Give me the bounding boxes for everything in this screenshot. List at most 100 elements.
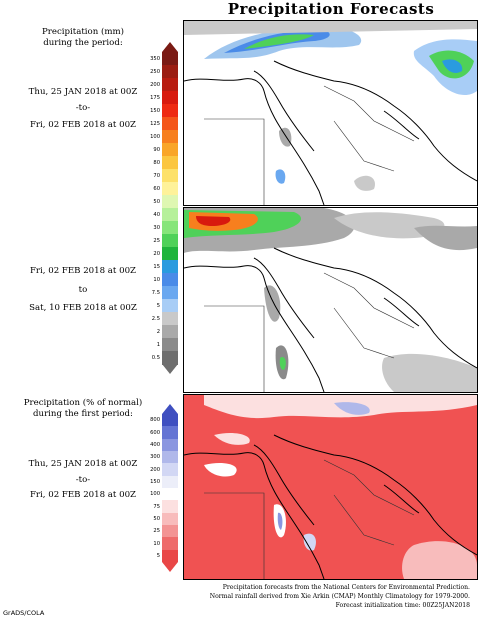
scale-pct-label: 800: [150, 417, 160, 424]
scale-mm-swatch: [162, 338, 178, 352]
scale-mm-label: 30: [153, 224, 160, 231]
scale-pct-swatch: [162, 500, 178, 514]
scale-mm-swatch: [162, 312, 178, 326]
scale-pct-swatch: [162, 549, 178, 563]
scale-mm-swatch: [162, 221, 178, 235]
scale-pct-label: 100: [150, 491, 160, 498]
scale-mm-label: 20: [153, 250, 160, 257]
panel2-start: Fri, 02 FEB 2018 at 00Z: [29, 266, 137, 276]
page-title: Precipitation Forecasts: [227, 0, 435, 18]
panel1-sep: -to-: [75, 103, 91, 113]
scale-mm-label: 15: [153, 263, 160, 270]
scale-pct-swatch: [162, 438, 178, 452]
scale-mm-label: 0.5: [151, 354, 160, 361]
scale-pct-label: 150: [150, 478, 160, 485]
scale-mm-swatch: [162, 91, 178, 105]
precip-pct-color-scale: 800 600 400 300 200 150 100 75 50 25 10 5: [150, 404, 178, 572]
scale-mm-label: 5: [156, 302, 160, 309]
panel2-sep: to: [78, 285, 88, 295]
credits-line2: Normal rainfall derived from Xie Arkin (…: [209, 593, 470, 600]
scale-mm-label: 100: [150, 133, 160, 140]
scale-mm-swatch: [162, 65, 178, 79]
scale-pct-top-arrow: [162, 404, 178, 414]
scale-pct-swatch: [162, 537, 178, 551]
scale-mm-swatch: [162, 104, 178, 118]
panel1-end: Fri, 02 FEB 2018 at 00Z: [29, 120, 137, 130]
panel1-heading-line1: Precipitation (mm): [41, 27, 124, 37]
map-panel-period1: [183, 20, 478, 206]
map-panel-percent-normal: [183, 394, 478, 580]
pct-blobs: [204, 395, 477, 579]
scale-mm-swatch: [162, 117, 178, 131]
panel3-heading-line1: Precipitation (% of normal): [23, 398, 143, 408]
scale-mm-label: 10: [153, 276, 160, 283]
scale-mm-label: 150: [150, 107, 160, 114]
scale-mm-label: 1: [156, 341, 160, 348]
scale-pct-label: 600: [150, 429, 160, 436]
panel1-heading-line2: during the period:: [43, 38, 123, 48]
scale-mm-label: 40: [153, 211, 160, 218]
coastlines: [184, 434, 477, 579]
panel1-heading: Precipitation (mm) during the period:: [8, 27, 158, 49]
scale-pct-swatch: [162, 525, 178, 538]
scale-pct-label: 300: [150, 454, 160, 461]
scale-mm-label: 350: [150, 55, 160, 62]
coastlines: [184, 60, 477, 205]
scale-mm-swatch: [162, 351, 178, 365]
scale-mm-label: 25: [153, 237, 160, 244]
credits: Precipitation forecasts from the Nationa…: [140, 583, 470, 610]
scale-pct-swatch: [162, 463, 178, 477]
scale-mm-label: 80: [153, 159, 160, 166]
credits-line3: Forecast initialization time: 00Z25JAN20…: [335, 602, 470, 609]
scale-mm-swatch: [162, 130, 178, 144]
scale-mm-swatch: [162, 260, 178, 274]
panel3-end: Fri, 02 FEB 2018 at 00Z: [29, 490, 137, 500]
scale-pct-swatch: [162, 451, 178, 464]
credits-line1: Precipitation forecasts from the Nationa…: [222, 584, 470, 591]
scale-mm-swatch: [162, 208, 178, 222]
scale-mm-label: 7.5: [151, 289, 160, 296]
scale-pct-label: 5: [156, 552, 160, 559]
scale-mm-label: 125: [150, 120, 160, 127]
precip-mm-color-scale: 350 250 200 175 150 125 100 90 80 70 60 50 40 30 25 20 1…: [150, 42, 178, 374]
scale-pct-swatch: [162, 488, 178, 501]
scale-mm-swatch: [162, 195, 178, 209]
scale-pct-swatch: [162, 475, 178, 489]
scale-mm-top-arrow: [162, 42, 178, 52]
political-borders: [204, 272, 415, 392]
scale-pct-label: 200: [150, 466, 160, 473]
panel2-end: Sat, 10 FEB 2018 at 00Z: [29, 303, 137, 313]
panel3-heading-line2: during the first period:: [33, 409, 133, 419]
scale-mm-label: 200: [150, 81, 160, 88]
scale-mm-swatch: [162, 182, 178, 196]
scale-mm-label: 60: [153, 185, 160, 192]
panel1-start: Thu, 25 JAN 2018 at 00Z: [28, 87, 138, 97]
scale-pct-label: 400: [150, 441, 160, 448]
scale-mm-label: 90: [153, 146, 160, 153]
precip-blobs: [184, 208, 477, 392]
scale-mm-swatch: [162, 247, 178, 261]
scale-mm-label: 2: [156, 328, 160, 335]
scale-mm-label: 70: [153, 172, 160, 179]
scale-mm-swatch: [162, 143, 178, 157]
scale-pct-label: 10: [153, 540, 160, 547]
scale-pct-swatch: [162, 426, 178, 440]
grads-logo-text: GrADS/COLA: [3, 609, 45, 617]
scale-mm-swatch: [162, 156, 178, 170]
scale-pct-label: 25: [153, 528, 160, 535]
precip-blobs: [184, 21, 477, 191]
scale-pct-swatch: [162, 512, 178, 526]
scale-mm-swatch: [162, 325, 178, 339]
scale-mm-swatch: [162, 78, 178, 92]
scale-mm-swatch: [162, 234, 178, 248]
scale-mm-swatch: [162, 169, 178, 183]
panel3-start: Thu, 25 JAN 2018 at 00Z: [28, 459, 138, 469]
scale-mm-swatch: [162, 273, 178, 287]
scale-mm-bottom-arrow: [162, 364, 178, 374]
map-panel-period2: [183, 207, 478, 393]
political-borders: [204, 459, 415, 579]
panel3-sep: -to-: [75, 475, 91, 485]
panel3-heading: Precipitation (% of normal) during the f…: [6, 398, 160, 420]
scale-mm-label: 50: [153, 198, 160, 205]
scale-mm-label: 250: [150, 68, 160, 75]
